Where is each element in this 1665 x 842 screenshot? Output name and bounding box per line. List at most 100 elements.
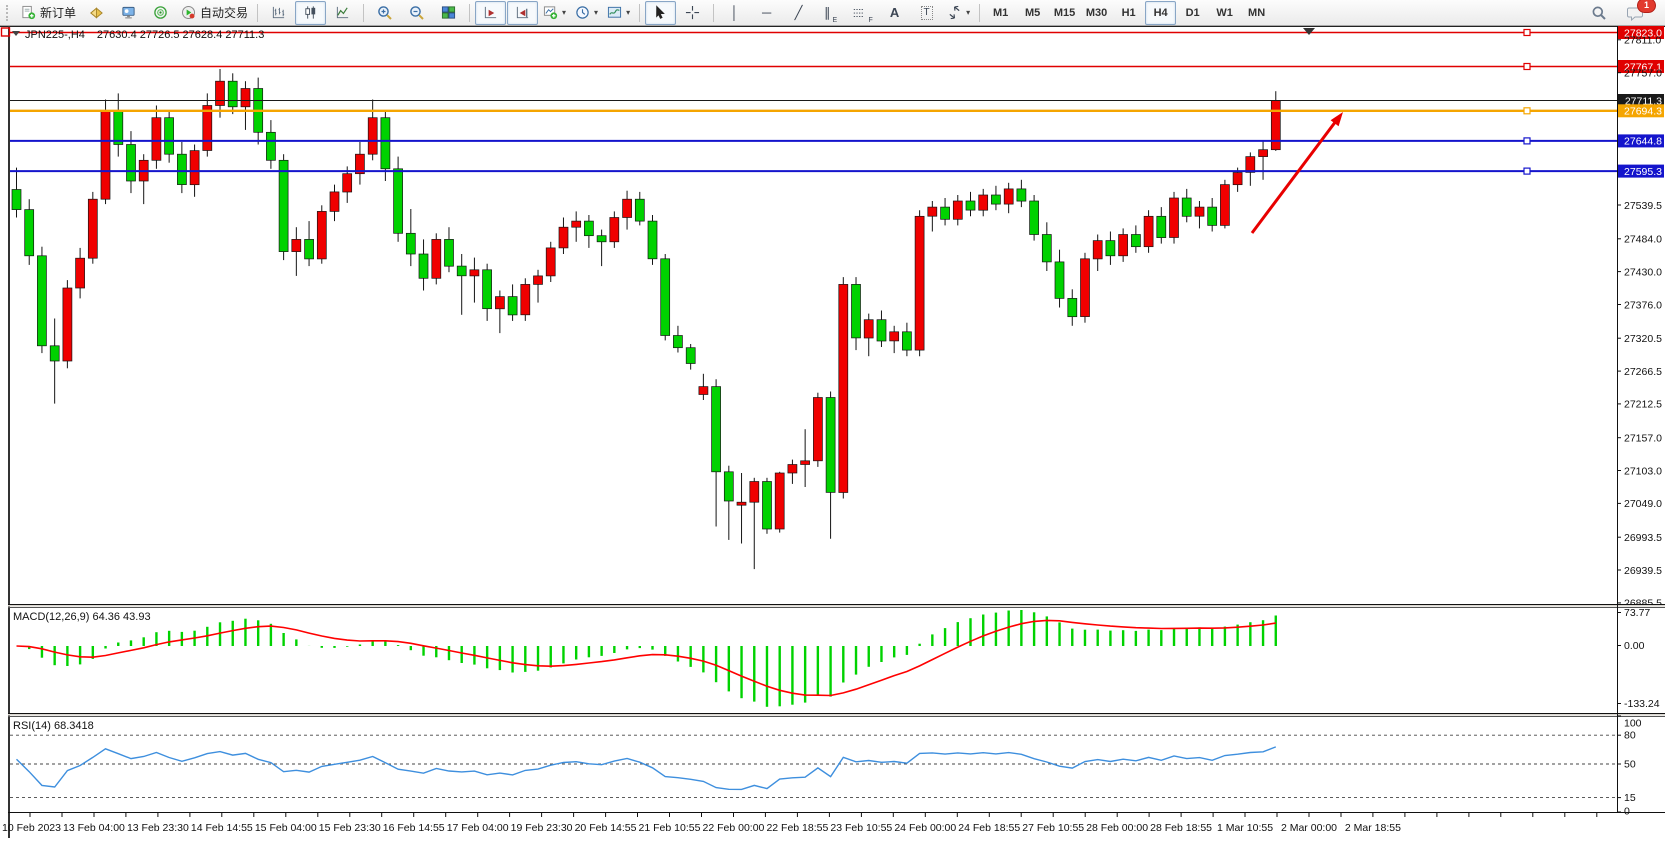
auto-scroll-button[interactable] xyxy=(475,0,507,25)
zoom-out-button[interactable] xyxy=(401,1,432,25)
arrows-tool-button[interactable]: ▾ xyxy=(943,1,974,25)
zoom-out-icon xyxy=(409,5,424,20)
candle-down xyxy=(1181,197,1192,217)
vertical-line-tool-button[interactable]: │ xyxy=(719,1,750,25)
channel-tool-button[interactable]: ∥ E xyxy=(823,5,838,24)
toolbar-separator xyxy=(639,3,641,22)
hline-handle[interactable] xyxy=(1523,62,1531,71)
candle-down xyxy=(37,255,47,347)
toolbar-separator xyxy=(257,3,259,22)
macd-axis-tick-label: 73.77 xyxy=(1624,607,1650,619)
autotrading-label: 自动交易 xyxy=(200,6,249,20)
timeframe-m30-button[interactable]: M30 xyxy=(1085,6,1108,19)
candle-down xyxy=(227,80,238,108)
candle-up xyxy=(240,88,251,108)
candle-up xyxy=(622,198,632,218)
chart-menu-caret-icon[interactable] xyxy=(12,31,20,36)
candle-down xyxy=(1156,215,1167,238)
candle-down xyxy=(456,265,467,277)
line-chart-mode-button[interactable] xyxy=(327,1,358,25)
rsi-axis-tick-label: 50 xyxy=(1624,759,1636,771)
chevron-down-icon: ▾ xyxy=(626,8,631,17)
price-axis-tick-label: 27757.0 xyxy=(1624,67,1662,79)
pane-divider[interactable] xyxy=(8,605,1665,607)
candle-up xyxy=(774,472,785,530)
candle-up xyxy=(914,215,925,351)
trend-arrow-annotation[interactable] xyxy=(1250,116,1341,234)
price-axis-tick-label: 27266.5 xyxy=(1624,366,1662,378)
bar-chart-icon xyxy=(272,6,285,19)
text-label-icon: T xyxy=(920,5,933,20)
candle-up xyxy=(736,501,747,506)
zoom-in-button[interactable] xyxy=(369,1,400,25)
timeframe-mn-button[interactable]: MN xyxy=(1248,6,1266,19)
time-axis-label: 28 Feb 18:55 xyxy=(1150,822,1212,834)
time-axis-label: 24 Feb 00:00 xyxy=(894,822,956,834)
hline-handle[interactable] xyxy=(1523,167,1531,175)
search-button[interactable] xyxy=(1583,1,1614,25)
chart-shift-marker-icon[interactable] xyxy=(1303,28,1315,35)
one-click-trading-icon[interactable] xyxy=(0,27,11,37)
market-watch-button[interactable] xyxy=(81,1,112,25)
candle-up xyxy=(1003,188,1014,205)
toolbar-grip[interactable] xyxy=(6,4,12,21)
pane-divider[interactable] xyxy=(8,714,1665,716)
signals-button[interactable] xyxy=(145,1,176,25)
candle-up xyxy=(1143,215,1154,248)
price-badge-label: 27767.1 xyxy=(1624,61,1662,73)
metaeditor-button[interactable] xyxy=(113,1,144,25)
new-chart-button[interactable]: ▾ xyxy=(539,1,570,25)
price-badge xyxy=(1618,60,1664,73)
cursor-tool-button[interactable] xyxy=(645,0,677,25)
time-axis-label: 23 Feb 10:55 xyxy=(830,822,892,834)
trendline-tool-button[interactable]: ╱ xyxy=(783,1,814,25)
autotrading-button[interactable]: 自动交易 xyxy=(177,1,252,25)
candlestick-mode-button[interactable] xyxy=(295,0,327,25)
time-axis-label: 13 Feb 23:30 xyxy=(127,822,189,834)
hline-handle[interactable] xyxy=(1523,137,1531,145)
chart-shift-button[interactable] xyxy=(507,0,539,25)
timeframe-m1-button[interactable]: M1 xyxy=(992,6,1009,19)
hline-handle[interactable] xyxy=(1523,28,1531,37)
macd-axis-tick-label: 0.00 xyxy=(1624,640,1645,652)
price-badge-label: 27823.0 xyxy=(1624,27,1662,39)
candle-up xyxy=(342,173,353,193)
candle-down xyxy=(266,131,276,161)
bar-chart-mode-button[interactable] xyxy=(263,1,294,25)
candle-up xyxy=(215,80,225,106)
timeframe-h1-button[interactable]: H1 xyxy=(1121,6,1136,19)
chevron-down-icon: ▾ xyxy=(966,8,971,17)
hline-handle[interactable] xyxy=(1523,107,1531,115)
chat-button[interactable]: 1 xyxy=(1620,0,1656,25)
tile-windows-button[interactable] xyxy=(433,1,464,25)
templates-button[interactable]: ▾ xyxy=(603,1,634,25)
timeframe-h4-button[interactable]: H4 xyxy=(1145,0,1177,25)
candle-up xyxy=(1258,149,1268,157)
text-tool-button[interactable]: A xyxy=(879,1,910,25)
trend-arrow-head[interactable] xyxy=(1330,112,1343,127)
price-badge xyxy=(1618,94,1664,107)
fibonacci-tool-button[interactable]: F xyxy=(847,1,878,25)
candle-up xyxy=(1092,240,1103,260)
new-order-icon xyxy=(22,5,36,20)
horizontal-line-icon: ─ xyxy=(761,5,772,20)
price-axis-tick-label: 27157.0 xyxy=(1624,432,1662,444)
text-label-tool-button[interactable]: T xyxy=(911,1,942,25)
timeframe-d1-button[interactable]: D1 xyxy=(1185,6,1200,19)
timeframe-m15-button[interactable]: M15 xyxy=(1053,6,1076,19)
candle-up xyxy=(62,287,73,362)
candle-up xyxy=(863,319,874,339)
periods-button[interactable]: ▾ xyxy=(571,1,602,25)
yellow-book-icon xyxy=(90,7,103,19)
price-badge-label: 27711.3 xyxy=(1625,95,1662,107)
crosshair-tool-button[interactable] xyxy=(677,1,708,25)
horizontal-line-tool-button[interactable]: ─ xyxy=(751,1,782,25)
toolbar-separator xyxy=(713,3,715,22)
price-axis-tick-label: 27212.5 xyxy=(1624,399,1662,411)
timeframe-w1-button[interactable]: W1 xyxy=(1216,6,1233,19)
new-order-button[interactable]: 新订单 xyxy=(17,1,80,25)
chart-shift-icon xyxy=(516,6,529,19)
candle-down xyxy=(405,232,416,255)
timeframe-m5-button[interactable]: M5 xyxy=(1024,6,1041,19)
